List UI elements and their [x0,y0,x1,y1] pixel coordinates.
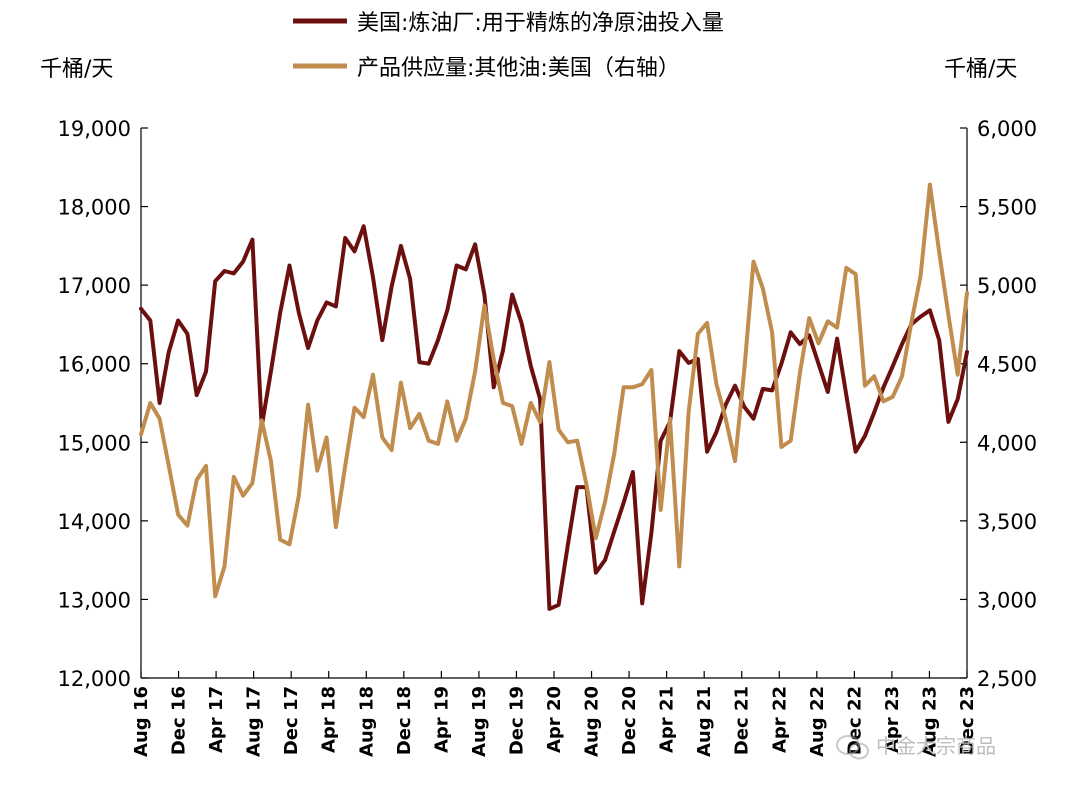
watermark-text: 中金大宗商品 [876,734,996,758]
x-tick-label: Aug 17 [244,686,265,757]
right-tick-label: 4,000 [977,431,1037,455]
x-tick-label: Dec 19 [506,686,527,755]
left-tick-label: 18,000 [58,196,131,220]
x-tick-label: Dec 16 [169,686,190,755]
x-tick-label: Dec 20 [619,686,640,755]
right-tick-label: 6,000 [977,117,1037,141]
x-tick-label: Dec 21 [732,686,753,755]
left-tick-label: 17,000 [58,274,131,298]
right-tick-label: 5,500 [977,196,1037,220]
x-tick-label: Dec 18 [394,686,415,755]
x-tick-label: Aug 20 [582,686,603,757]
axes: 12,000 13,000 14,000 15,000 16,000 17,000 18,0… [58,117,1038,757]
x-tick-label: Aug 16 [131,686,152,757]
x-tick-label: Aug 21 [694,686,715,757]
left-tick-label: 16,000 [58,353,131,377]
plot-area [139,182,969,611]
right-tick-label: 3,500 [977,510,1037,534]
right-tick-label: 2,500 [977,667,1037,691]
x-tick-label: Aug 22 [807,686,828,757]
x-tick-label: Apr 22 [769,686,790,753]
x-tick-label: Aug 23 [919,686,940,757]
legend-label-other-oils: 产品供应量:其他油:美国（右轴） [357,56,680,81]
right-tick-label: 4,500 [977,353,1037,377]
x-tick-label: Apr 18 [319,686,340,753]
x-tick-label: Dec 22 [844,686,865,755]
left-tick-label: 12,000 [58,667,131,691]
x-tick-label: Aug 19 [469,686,490,757]
x-tick-label: Apr 17 [206,686,227,753]
watermark: 中金大宗商品 [836,734,996,760]
x-tick-label: Apr 23 [882,686,903,753]
x-tick-label: Apr 19 [431,686,452,753]
wechat-icon [836,735,869,760]
left-tick-label: 15,000 [58,431,131,455]
series-line-refinery-input [139,224,969,611]
right-tick-label: 3,000 [977,588,1037,612]
right-tick-label: 5,000 [977,274,1037,298]
legend: 美国:炼油厂:用于精炼的净原油投入量 产品供应量:其他油:美国（右轴） [293,11,724,81]
legend-label-refinery-input: 美国:炼油厂:用于精炼的净原油投入量 [357,11,724,36]
left-axis-unit: 千桶/天 [40,57,113,82]
x-tick-label: Apr 21 [657,686,678,753]
left-tick-label: 19,000 [58,117,131,141]
x-tick-label: Dec 17 [281,686,302,755]
x-tick-label: Dec 23 [957,686,978,755]
x-tick-label: Apr 20 [544,686,565,753]
left-tick-label: 13,000 [58,588,131,612]
left-tick-label: 14,000 [58,510,131,534]
series-line-other-oils [139,182,969,599]
right-axis-unit: 千桶/天 [944,57,1017,82]
x-tick-label: Aug 18 [356,686,377,757]
